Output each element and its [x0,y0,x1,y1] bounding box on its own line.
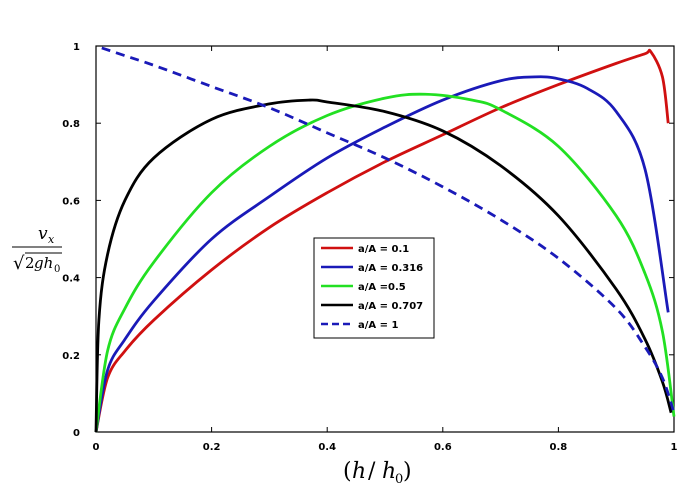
y-label-denominator-coef: 2 [25,254,35,272]
y-tick-label: 0.4 [62,274,80,285]
series-line-1 [94,48,670,433]
y-label-sqrt-sign: √ [13,253,25,274]
legend-frame [313,237,435,339]
x-axis-label: ( h / h 0 ) [343,459,412,487]
x-label-open-paren: ( [343,459,352,484]
y-tick-label: 0.2 [62,351,80,362]
legend-label-4: a/A = 0.707 [358,301,423,312]
x-label-var2: h [382,459,396,484]
y-label-denominator-var: gh [34,254,53,272]
x-tick-label: 0.6 [434,442,452,453]
x-label-slash: / [368,459,376,484]
x-label-sub: 0 [395,472,403,487]
legend: a/A = 0.1 a/A = 0.316 a/A =0.5 a/A = 0.707 a… [313,237,435,339]
x-label-var: h [352,459,366,484]
series [94,46,676,433]
y-tick-label: 1 [73,42,80,53]
series-line-5 [101,46,676,414]
y-label-denominator-sub: 0 [54,264,60,275]
axes [95,45,675,433]
plot-frame [95,45,675,433]
series-line-3 [94,92,676,433]
x-tick-label: 0 [93,442,100,453]
x-tick-label: 0.4 [318,442,336,453]
x-tick-label: 0.2 [203,442,221,453]
y-label-numerator-var: v [38,224,48,244]
series-line-2 [94,75,670,433]
x-label-close-paren: ) [403,459,412,484]
legend-label-2: a/A = 0.316 [358,263,423,274]
y-tick-label: 0 [73,428,80,439]
x-tick-label: 0.8 [550,442,568,453]
y-tick-label: 0.6 [62,196,80,207]
legend-label-3: a/A =0.5 [358,282,406,293]
y-tick-label: 0.8 [62,119,80,130]
series-line-4 [94,98,673,433]
x-tick-label: 1 [671,442,678,453]
legend-label-1: a/A = 0.1 [358,244,409,255]
y-label-numerator-sub: x [48,233,55,246]
legend-label-5: a/A = 1 [358,320,398,331]
ticks: 0 0.2 0.4 0.6 0.8 1 0 0.2 0.4 0.6 0.8 1 [62,42,677,453]
y-axis-label: v x √ 2 gh 0 [12,224,62,275]
